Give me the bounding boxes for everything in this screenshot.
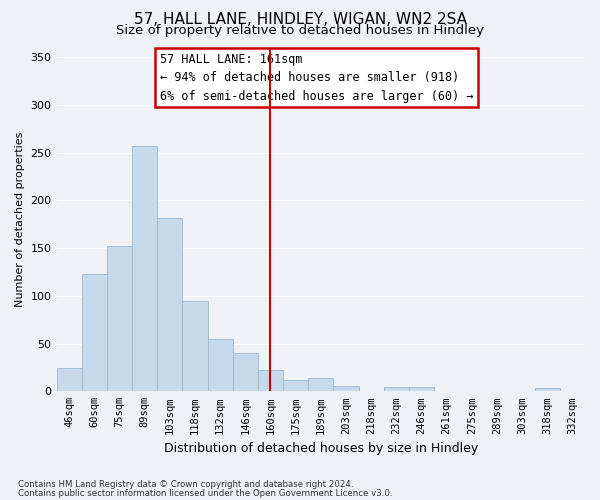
Bar bbox=[132, 146, 157, 392]
Bar bbox=[208, 339, 233, 392]
Bar bbox=[56, 368, 82, 392]
Bar bbox=[82, 274, 107, 392]
Y-axis label: Number of detached properties: Number of detached properties bbox=[15, 132, 25, 307]
Bar bbox=[182, 300, 208, 392]
Bar bbox=[535, 388, 560, 392]
Bar bbox=[409, 386, 434, 392]
Text: Contains public sector information licensed under the Open Government Licence v3: Contains public sector information licen… bbox=[18, 488, 392, 498]
Bar bbox=[107, 246, 132, 392]
Bar bbox=[334, 386, 359, 392]
Bar bbox=[258, 370, 283, 392]
Text: 57 HALL LANE: 161sqm
← 94% of detached houses are smaller (918)
6% of semi-detac: 57 HALL LANE: 161sqm ← 94% of detached h… bbox=[160, 52, 473, 102]
Bar bbox=[383, 386, 409, 392]
Bar bbox=[157, 218, 182, 392]
X-axis label: Distribution of detached houses by size in Hindley: Distribution of detached houses by size … bbox=[164, 442, 478, 455]
Text: Contains HM Land Registry data © Crown copyright and database right 2024.: Contains HM Land Registry data © Crown c… bbox=[18, 480, 353, 489]
Text: 57, HALL LANE, HINDLEY, WIGAN, WN2 2SA: 57, HALL LANE, HINDLEY, WIGAN, WN2 2SA bbox=[133, 12, 467, 26]
Bar bbox=[308, 378, 334, 392]
Text: Size of property relative to detached houses in Hindley: Size of property relative to detached ho… bbox=[116, 24, 484, 37]
Bar bbox=[233, 353, 258, 392]
Bar bbox=[283, 380, 308, 392]
